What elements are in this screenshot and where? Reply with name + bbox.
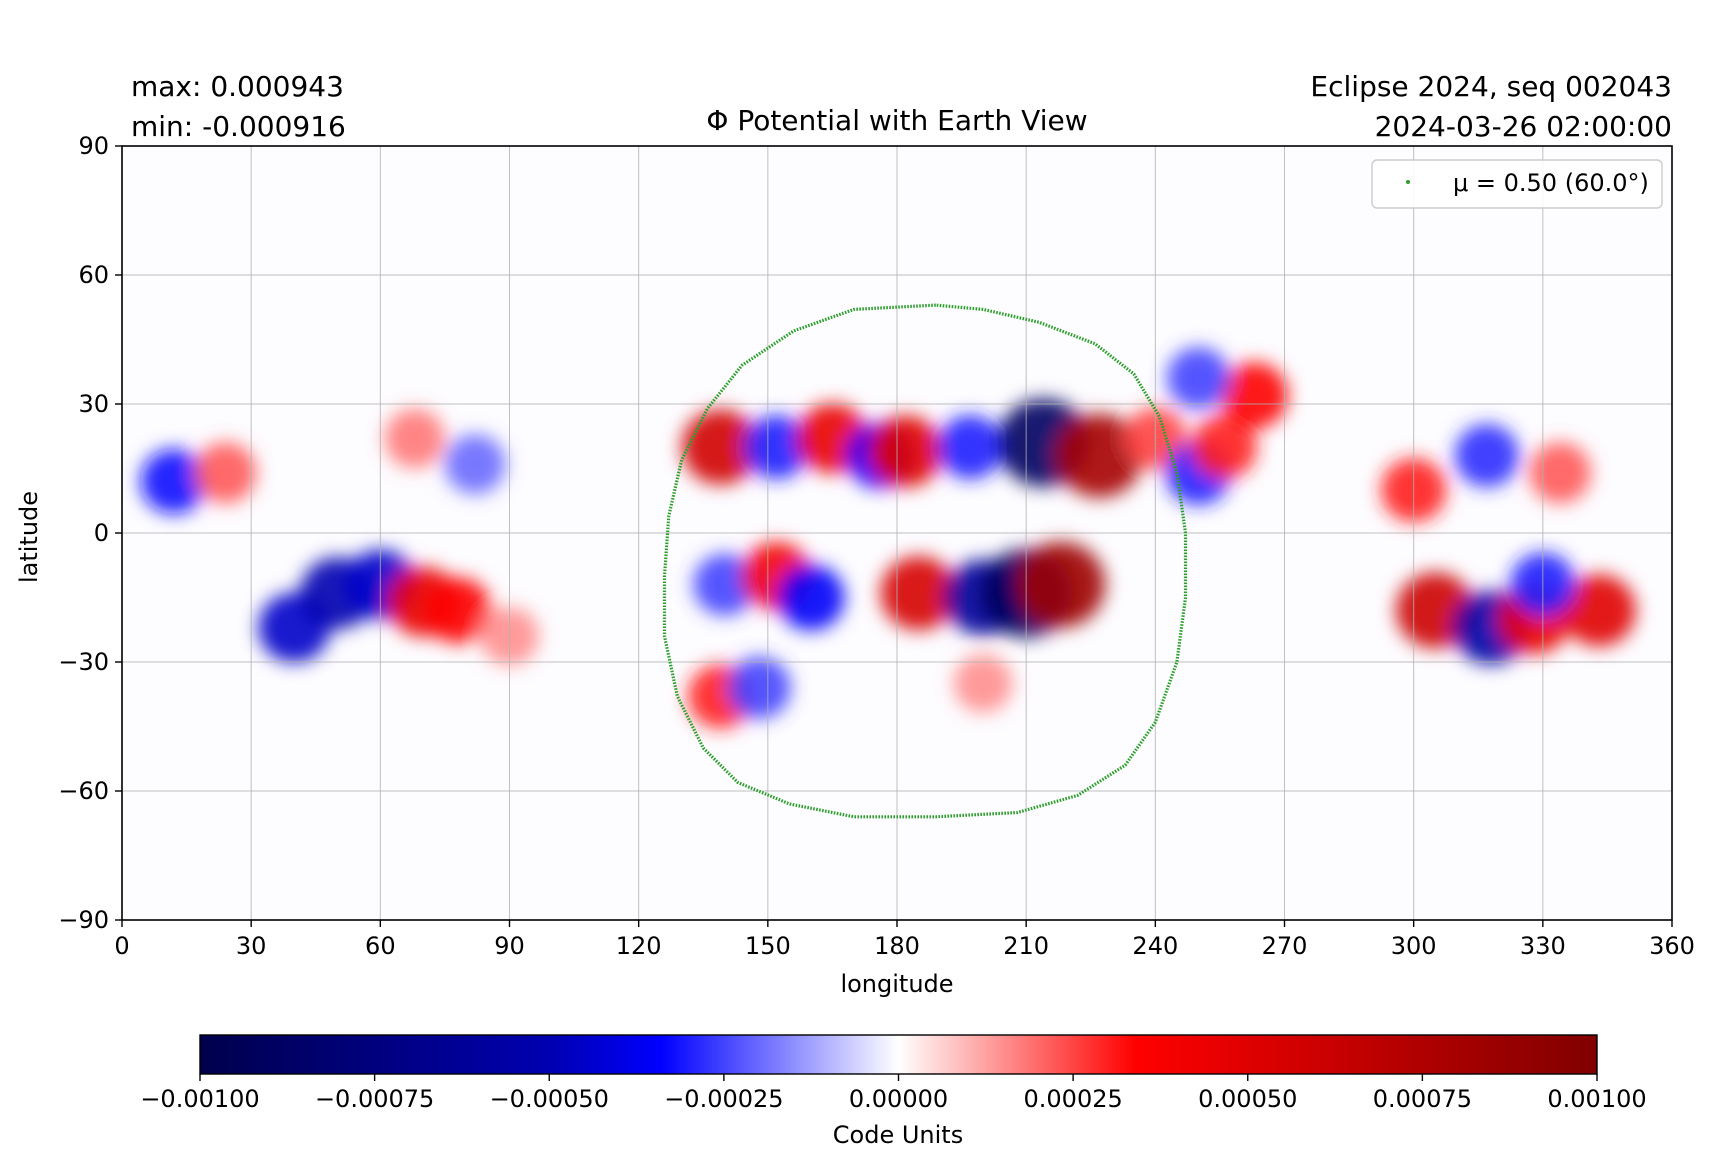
heatmap-cell xyxy=(681,409,760,485)
x-tick-label: 180 xyxy=(874,932,920,960)
x-tick-label: 300 xyxy=(1391,932,1437,960)
heatmap-cell xyxy=(1529,442,1591,504)
heatmap-cell xyxy=(868,415,943,488)
y-tick-label: 30 xyxy=(78,390,109,418)
heatmap-cell xyxy=(937,415,1003,479)
y-tick-label: 60 xyxy=(78,261,109,289)
min-label: min: -0.000916 xyxy=(131,110,346,143)
x-tick-label: 330 xyxy=(1520,932,1566,960)
colorbar-tick-label: −0.00025 xyxy=(664,1085,783,1113)
heatmap-cell xyxy=(743,415,810,479)
legend-label: μ = 0.50 (60.0°) xyxy=(1453,169,1649,197)
heatmap-cell xyxy=(194,442,257,504)
colorbar-tick-label: 0.00075 xyxy=(1373,1085,1472,1113)
y-axis-label: latitude xyxy=(15,491,43,583)
heatmap-cell xyxy=(444,434,506,495)
x-tick-label: 60 xyxy=(365,932,396,960)
heatmap-cell xyxy=(1454,424,1520,488)
heatmap-cell xyxy=(693,553,757,616)
y-tick-label: 90 xyxy=(78,132,109,160)
x-tick-label: 0 xyxy=(114,932,129,960)
x-tick-label: 90 xyxy=(494,932,525,960)
x-tick-label: 150 xyxy=(745,932,791,960)
heatmap-cell xyxy=(1166,347,1230,410)
earth-view-contour xyxy=(662,303,1188,819)
y-axis-ticks: −90 −60 −30 0 30 60 90 xyxy=(58,132,122,934)
x-tick-label: 360 xyxy=(1649,932,1695,960)
x-tick-label: 30 xyxy=(236,932,267,960)
chart-title: Φ Potential with Earth View xyxy=(706,104,1087,137)
x-tick-label: 240 xyxy=(1132,932,1178,960)
y-tick-label: −90 xyxy=(58,906,109,934)
grid-lines xyxy=(122,146,1672,920)
heatmap-cell xyxy=(1015,541,1106,628)
colorbar xyxy=(199,1034,1598,1075)
colorbar-tick-label: 0.00025 xyxy=(1024,1085,1123,1113)
x-axis-ticks: 0 30 60 90 120 150 180 210 240 270 300 330 360 xyxy=(114,920,1695,960)
heatmap-cell xyxy=(140,449,207,514)
heatmap-layer xyxy=(140,347,1636,729)
legend-box xyxy=(1371,159,1663,209)
heatmap-cell xyxy=(727,656,791,719)
x-tick-label: 210 xyxy=(1003,932,1049,960)
heatmap-cell xyxy=(424,577,492,644)
colorbar-tick-label: 0.00000 xyxy=(849,1085,948,1113)
heatmap-cell xyxy=(1561,574,1636,647)
run-info-line2: 2024-03-26 02:00:00 xyxy=(1375,110,1672,143)
colorbar-ticks: −0.00100 −0.00075 −0.00050 −0.00025 0.00000 0… xyxy=(140,1074,1647,1113)
colorbar-tick-label: 0.00100 xyxy=(1547,1085,1646,1113)
colorbar-tick-label: −0.00075 xyxy=(315,1085,434,1113)
x-axis-label: longitude xyxy=(840,970,953,998)
heatmap-cell xyxy=(953,654,1013,713)
max-label: max: 0.000943 xyxy=(131,70,344,103)
legend-marker xyxy=(1406,180,1410,184)
heatmap-cell xyxy=(777,564,845,631)
heatmap-cell xyxy=(880,556,957,631)
y-tick-label: −30 xyxy=(58,648,109,676)
y-tick-label: 0 xyxy=(94,519,109,547)
colorbar-tick-label: 0.00050 xyxy=(1198,1085,1297,1113)
x-tick-label: 120 xyxy=(616,932,662,960)
colorbar-tick-label: −0.00050 xyxy=(490,1085,609,1113)
heatmap-cell xyxy=(1220,362,1289,429)
heatmap-cell xyxy=(384,408,445,468)
x-tick-label: 270 xyxy=(1262,932,1308,960)
colorbar-label: Code Units xyxy=(833,1121,963,1149)
heatmap-cell xyxy=(1055,413,1143,498)
heatmap-cell xyxy=(1191,415,1257,479)
y-tick-label: −60 xyxy=(58,777,109,805)
legend: μ = 0.50 (60.0°) xyxy=(1371,159,1663,209)
run-info-line1: Eclipse 2024, seq 002043 xyxy=(1310,70,1672,103)
colorbar-tick-label: −0.00100 xyxy=(140,1085,259,1113)
